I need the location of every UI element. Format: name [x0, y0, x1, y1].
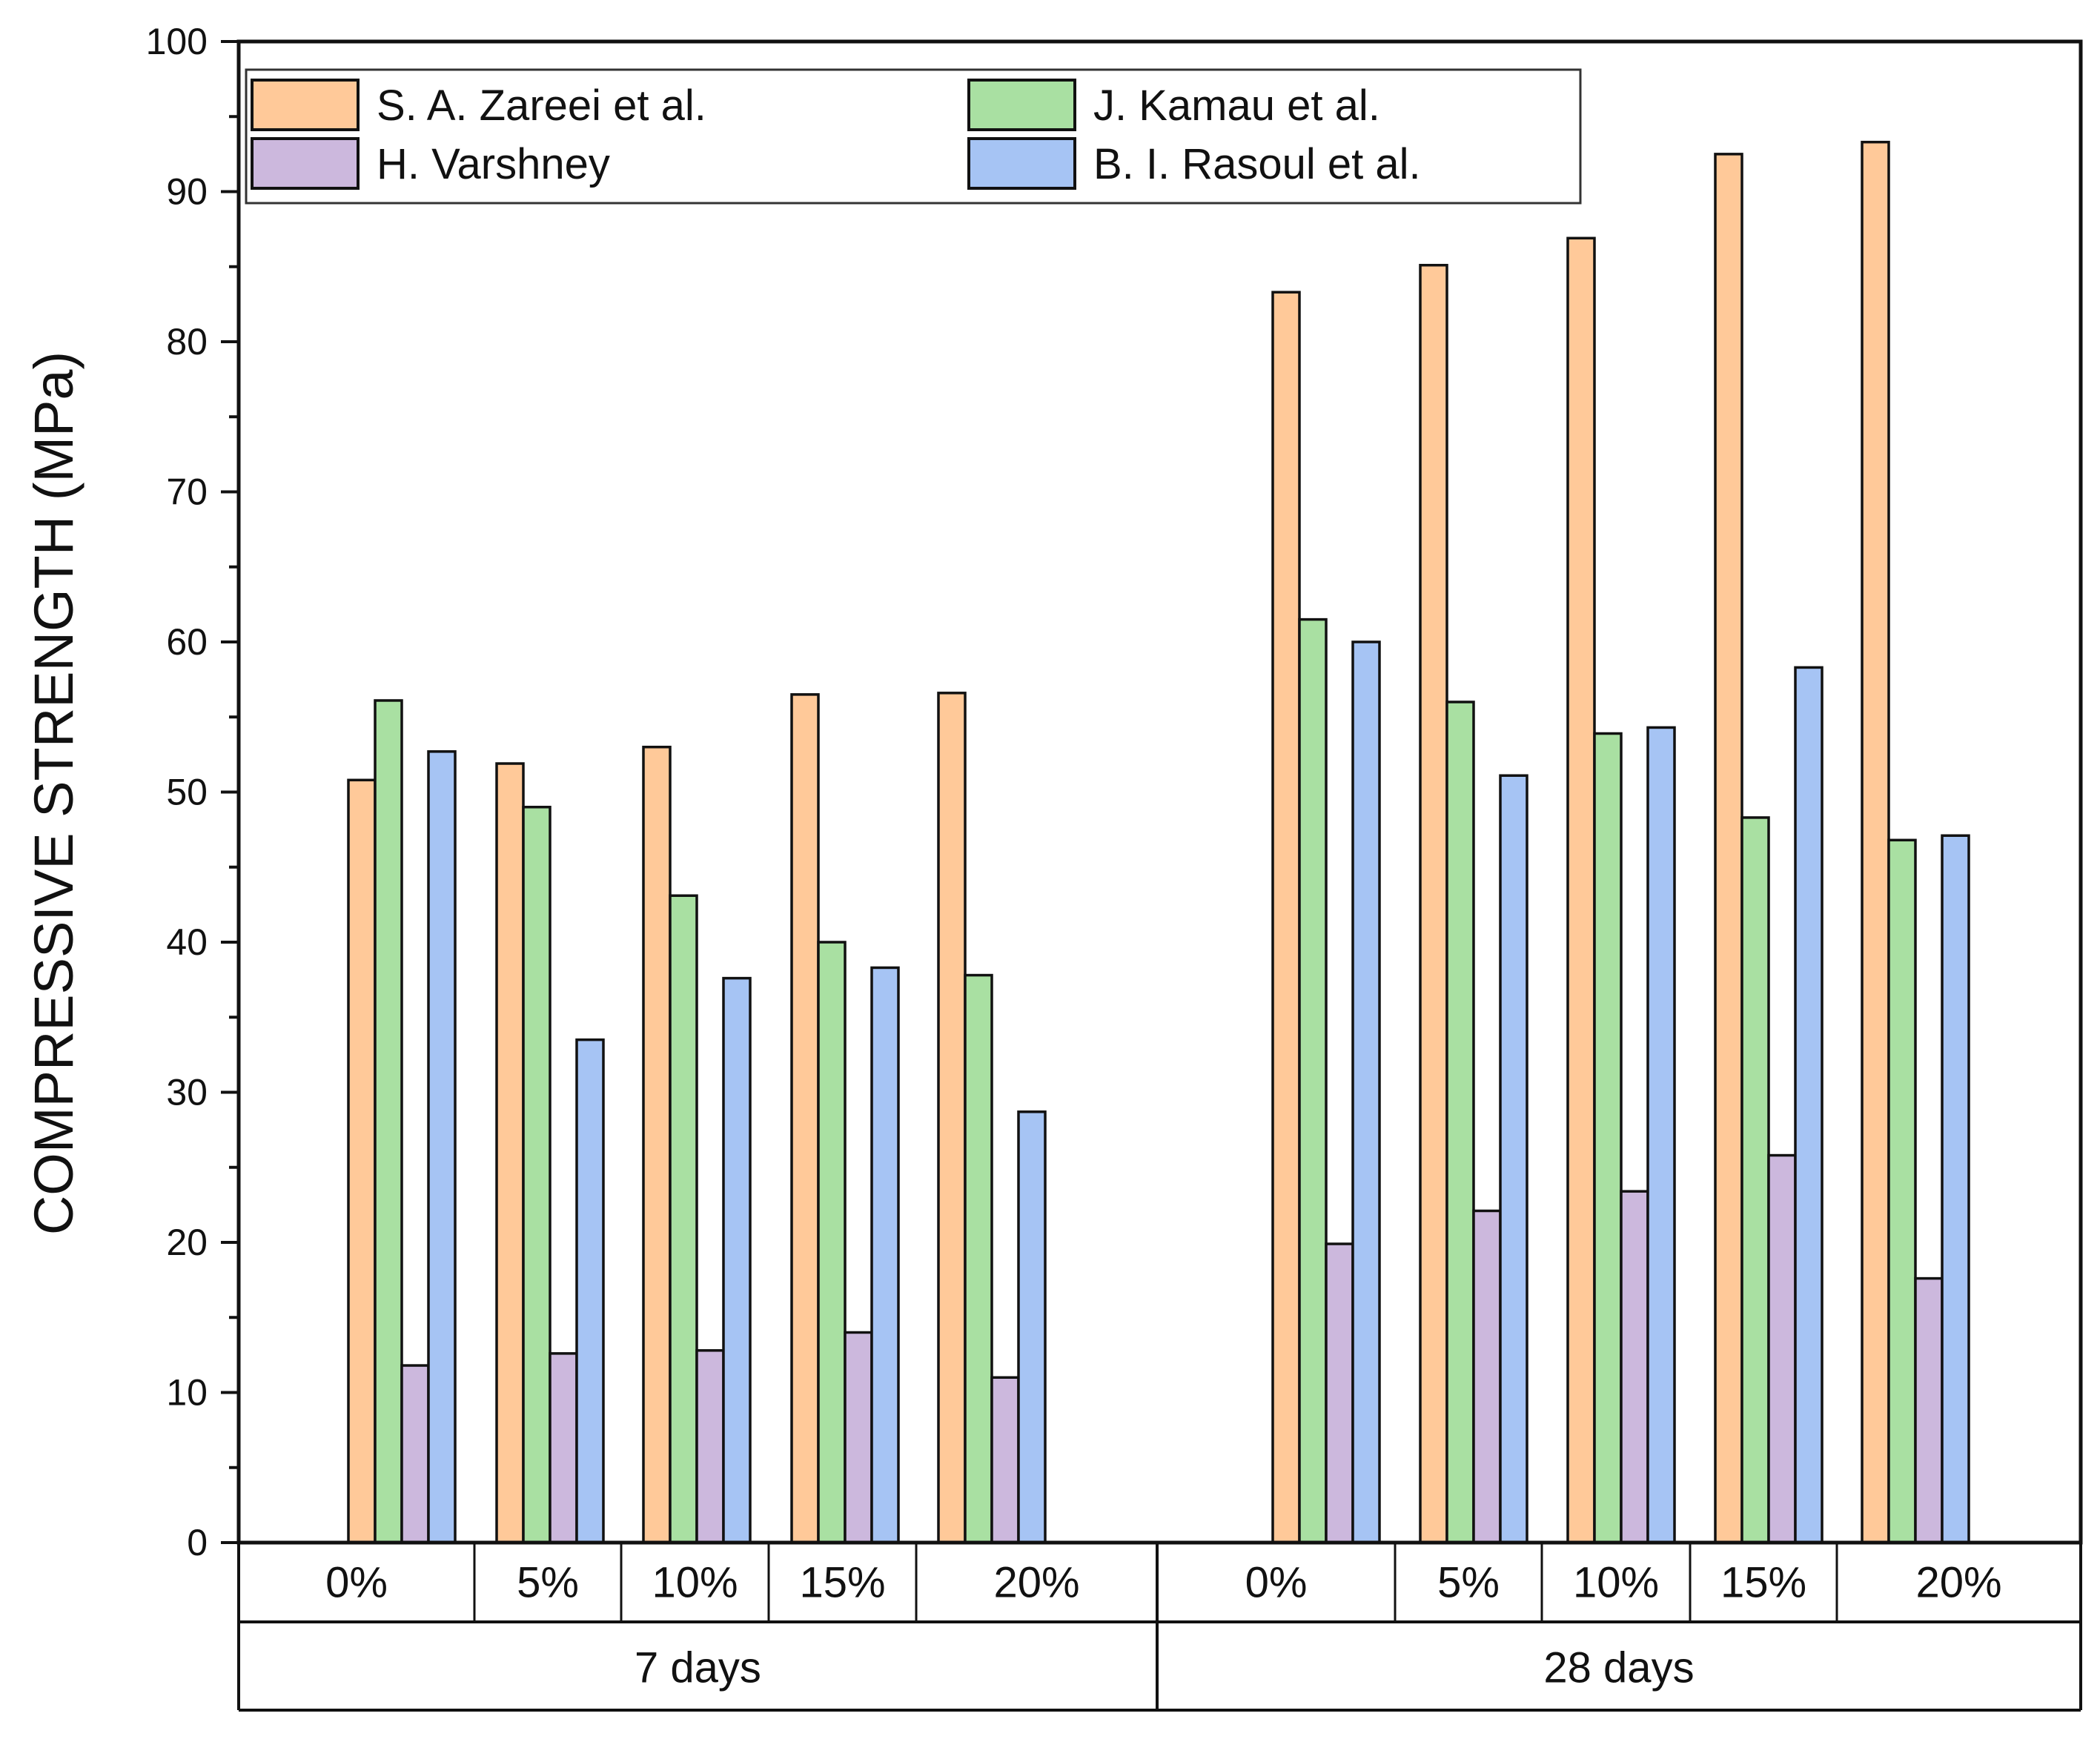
legend-swatch [967, 137, 1076, 190]
bar [575, 1038, 605, 1544]
y-tick-label: 90 [166, 171, 208, 213]
bar [1271, 291, 1301, 1544]
legend-swatch [251, 137, 360, 190]
y-tick-label: 50 [166, 772, 208, 813]
bar-series-group [347, 140, 1970, 1544]
bar [1017, 1110, 1047, 1544]
x-category-label: 10% [652, 1559, 738, 1607]
bar [427, 750, 457, 1544]
y-tick-label: 70 [166, 471, 208, 513]
x-axis-category-table: 0% 5% 10% 15% 20% 7 days 0% 5% 10% 15% 20% 28 days [237, 1543, 2082, 1712]
bar [1941, 834, 1970, 1544]
y-tick-label: 40 [166, 921, 208, 963]
bar [1914, 1276, 1944, 1544]
legend-swatch [967, 79, 1076, 131]
bar [1887, 838, 1917, 1544]
bar [1646, 726, 1676, 1544]
bar [1767, 1153, 1797, 1544]
bar [400, 1364, 430, 1544]
bar [347, 778, 377, 1544]
x-group-label: 28 days [1543, 1644, 1694, 1692]
bar [669, 894, 698, 1544]
bar [1566, 236, 1596, 1544]
bar [817, 941, 847, 1544]
bar [695, 1349, 725, 1544]
legend-box [245, 68, 1582, 205]
plot-frame [236, 39, 2083, 1545]
bar [1861, 140, 1890, 1544]
bar [1351, 640, 1381, 1544]
bar [722, 976, 752, 1544]
bar [1499, 774, 1528, 1544]
x-category-label: 0% [325, 1559, 388, 1607]
bar [495, 762, 525, 1544]
x-category-label: 15% [799, 1559, 885, 1607]
legend-label: J. Kamau et al. [1093, 82, 1380, 130]
bar [549, 1352, 578, 1544]
bar [1445, 701, 1475, 1544]
bar [1714, 153, 1743, 1544]
x-category-label: 20% [1915, 1559, 2001, 1607]
x-category-label: 0% [1245, 1559, 1308, 1607]
bar [937, 692, 967, 1544]
legend-label: B. I. Rasoul et al. [1093, 140, 1421, 188]
bar [1325, 1242, 1354, 1544]
y-tick-label: 60 [166, 621, 208, 663]
bar [844, 1331, 873, 1544]
bar [374, 699, 403, 1544]
bar [522, 806, 552, 1544]
y-tick-label: 20 [166, 1222, 208, 1263]
y-tick-label: 100 [146, 21, 208, 62]
y-tick-label: 0 [187, 1522, 208, 1563]
bar [1740, 816, 1770, 1544]
y-axis: 0 10 20 30 40 50 60 70 80 90 100 [146, 21, 239, 1563]
y-tick-label: 10 [166, 1372, 208, 1414]
y-tick-label: 30 [166, 1072, 208, 1113]
x-category-label: 20% [993, 1559, 1079, 1607]
bar [964, 973, 993, 1544]
legend-swatch [251, 79, 360, 131]
bar [1472, 1209, 1502, 1544]
x-category-label: 15% [1720, 1559, 1806, 1607]
x-category-label: 5% [1437, 1559, 1500, 1607]
legend-label: H. Varshney [377, 140, 610, 188]
legend-label: S. A. Zareei et al. [377, 82, 706, 130]
plot-border [236, 39, 2083, 1545]
x-category-label: 10% [1573, 1559, 1659, 1607]
bar [1620, 1190, 1649, 1544]
bar [990, 1376, 1020, 1544]
bar [870, 966, 900, 1544]
x-category-label: 5% [517, 1559, 579, 1607]
y-tick-label: 80 [166, 321, 208, 362]
bar [1593, 732, 1623, 1544]
x-group-label: 7 days [635, 1644, 761, 1692]
legend: S. A. Zareei et al. J. Kamau et al. H. Var… [245, 68, 1582, 205]
bar [1794, 666, 1824, 1544]
bar [642, 746, 672, 1544]
y-axis-title: COMPRESSIVE STRENGTH (MPa) [23, 351, 85, 1235]
bar [790, 693, 820, 1544]
bar [1419, 263, 1448, 1544]
bar [1298, 617, 1328, 1544]
